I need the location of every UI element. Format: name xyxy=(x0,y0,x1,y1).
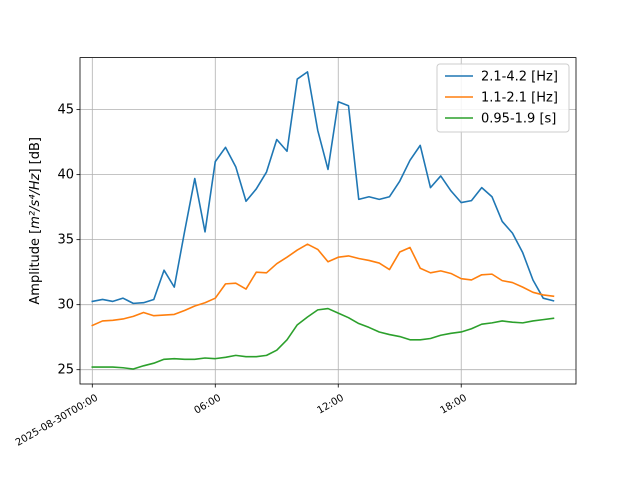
y-axis-label: Amplitude [m²/s⁴/Hz] [dB] xyxy=(28,137,43,305)
legend: 2.1-4.2 [Hz] 1.1-2.1 [Hz] 0.95-1.9 [s] xyxy=(436,63,570,133)
y-axis-label-math: m²/s⁴/Hz xyxy=(28,172,43,228)
plot-frame xyxy=(79,57,577,385)
legend-box xyxy=(436,63,570,133)
y-axis: 25 30 35 40 45 xyxy=(57,103,80,378)
y-axis-label-suffix: ] [dB] xyxy=(28,137,43,174)
y-tick-label: 40 xyxy=(57,168,74,183)
y-tick-label: 30 xyxy=(57,298,74,313)
series-line-2 xyxy=(91,243,555,327)
y-axis-label-prefix: Amplitude [ xyxy=(28,229,43,305)
legend-label: 1.1-2.1 [Hz] xyxy=(481,91,558,106)
series-line-1 xyxy=(91,71,555,305)
y-tick-label: 45 xyxy=(57,103,74,118)
legend-label: 0.95-1.9 [s] xyxy=(481,112,556,127)
y-tick-label: 25 xyxy=(57,363,74,378)
legend-label: 2.1-4.2 [Hz] xyxy=(481,70,558,85)
series-line-3 xyxy=(91,307,555,370)
series-layer xyxy=(91,71,555,370)
y-tick-label: 35 xyxy=(57,233,74,248)
